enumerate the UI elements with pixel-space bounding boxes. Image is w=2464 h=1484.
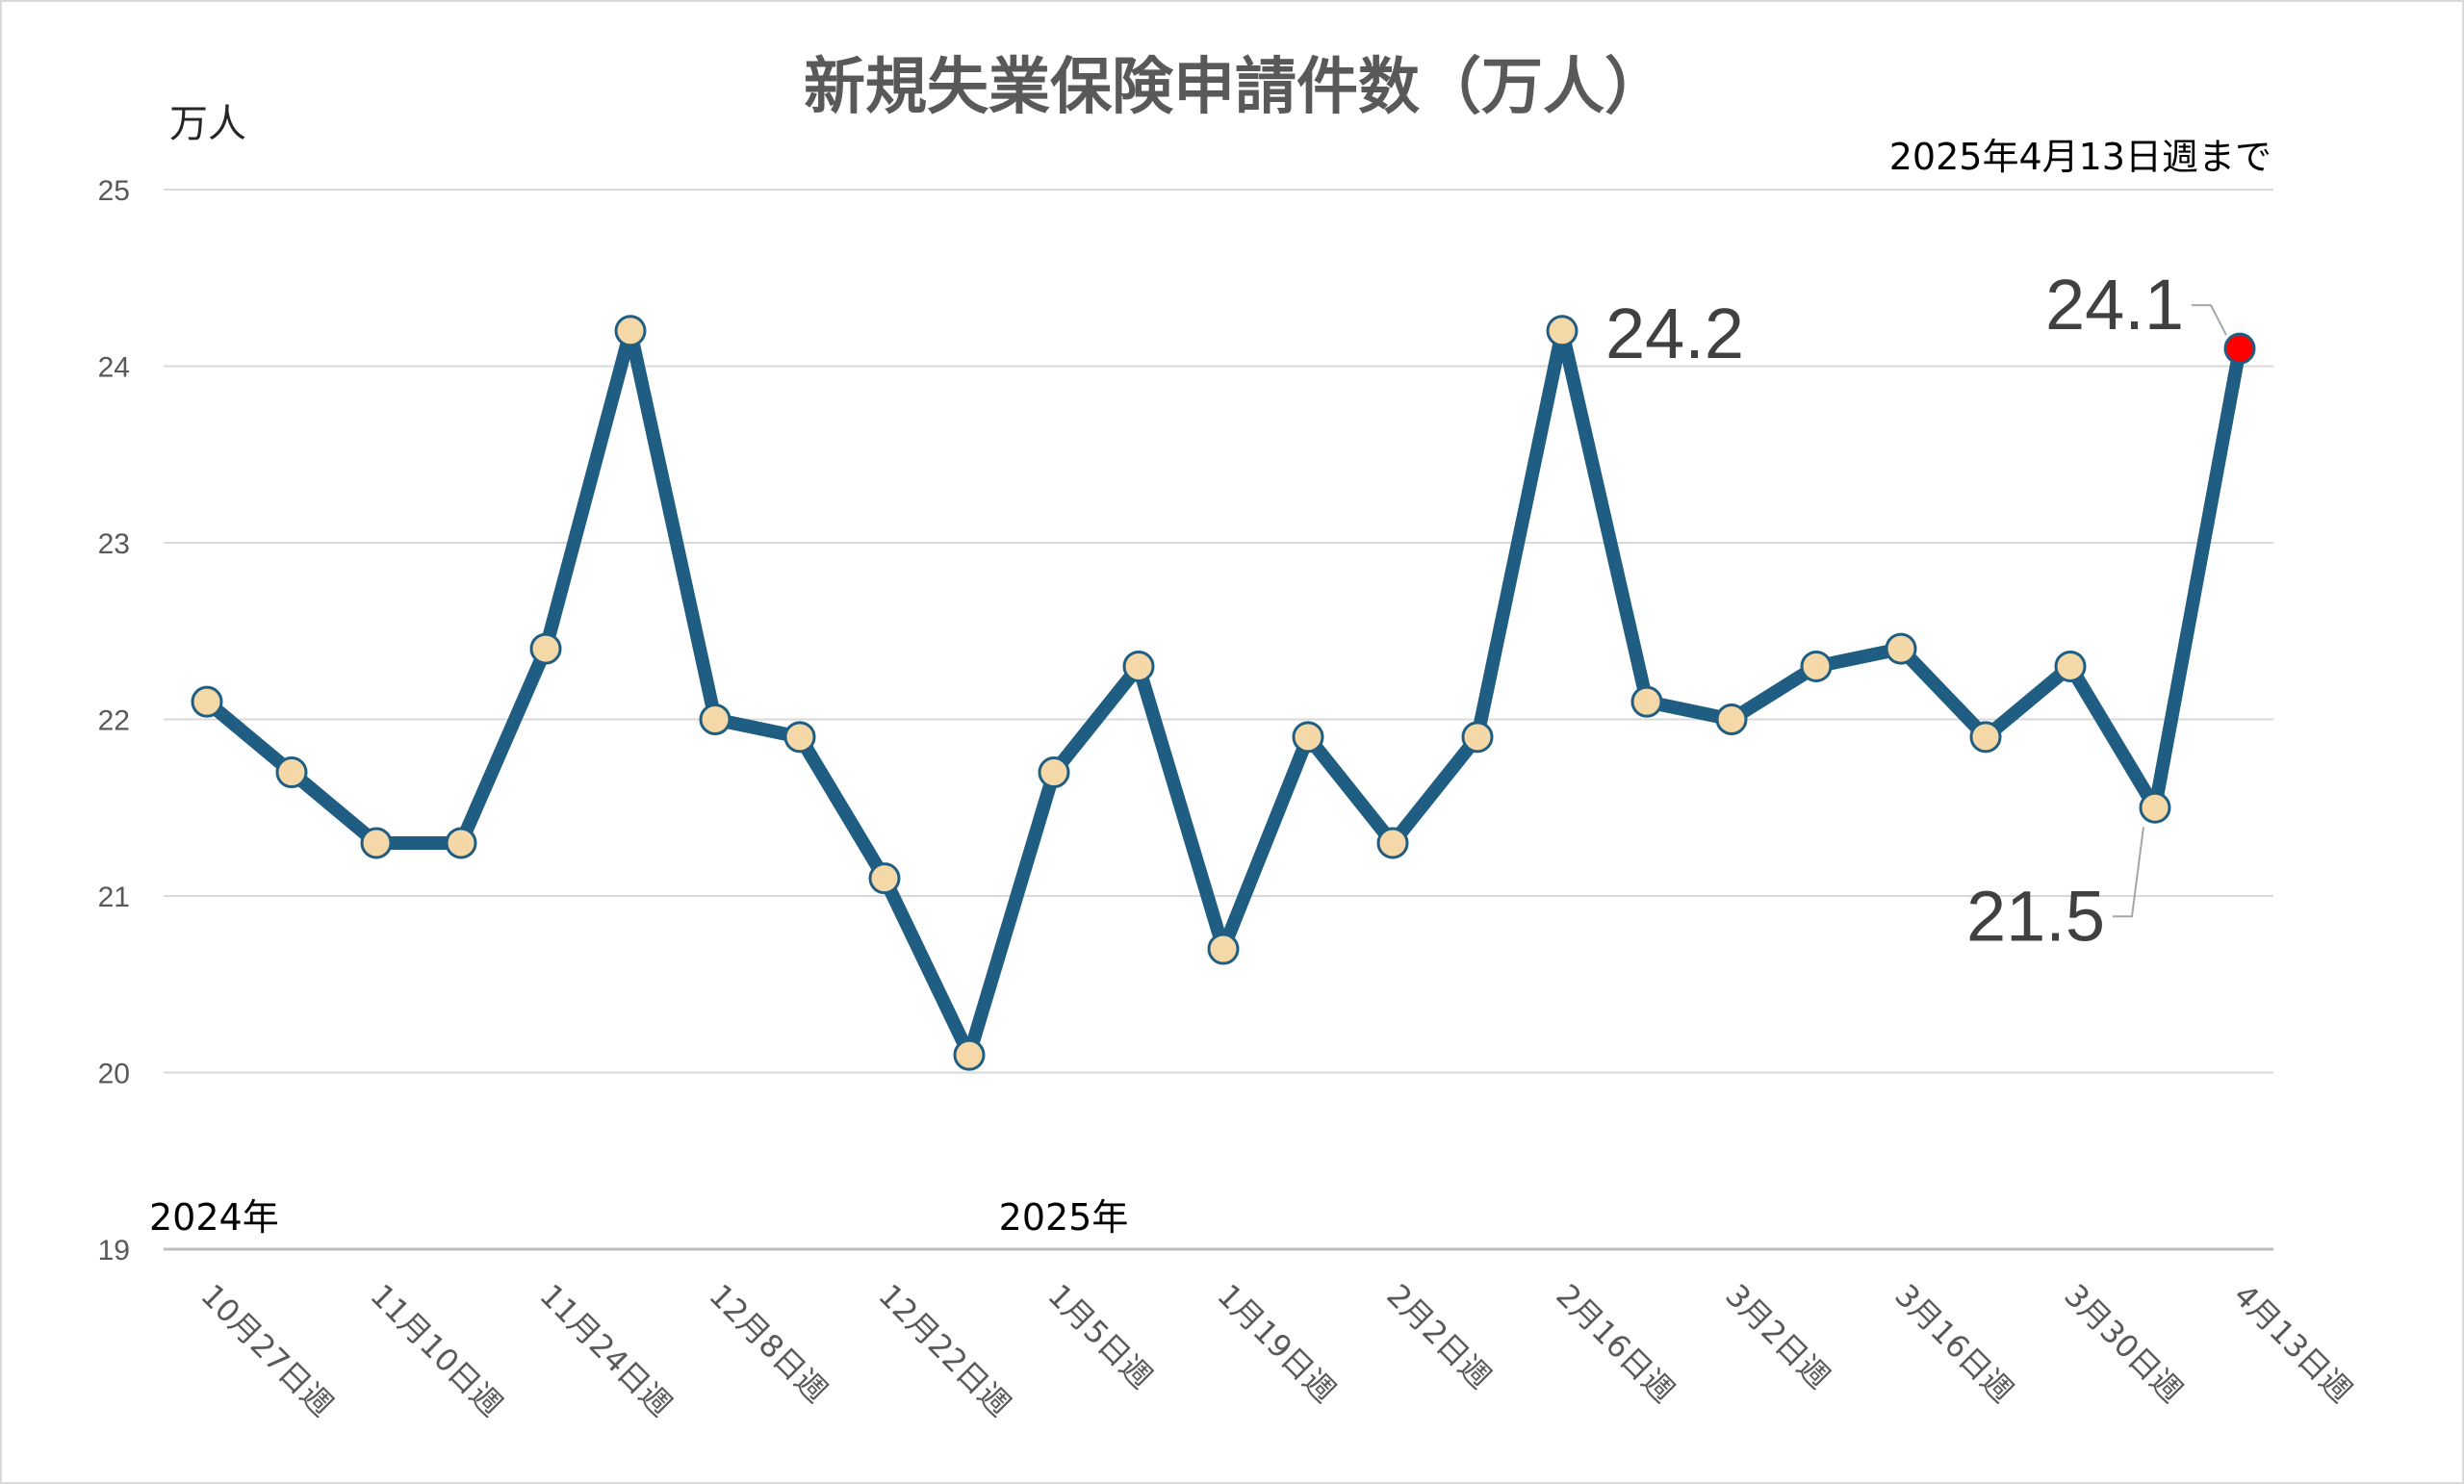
data-point (614, 315, 647, 347)
data-point (1800, 650, 1833, 682)
x-tick-label: 10月27日週 (193, 1277, 340, 1423)
data-point (1038, 756, 1070, 789)
annotation-label: 24.2 (1605, 294, 1744, 373)
data-point (1376, 827, 1409, 859)
year-label-2: 2025年 (999, 1196, 1129, 1239)
y-tick-21: 21 (98, 882, 130, 913)
chart-note: 2025年4月13日週まで (1889, 136, 2272, 178)
x-tick-label: 4月13日週 (2226, 1277, 2359, 1410)
x-tick-label: 12月8日週 (702, 1277, 834, 1410)
x-tick-label: 2月2日週 (1379, 1277, 1499, 1396)
data-point (953, 1038, 986, 1071)
data-point (2223, 332, 2256, 365)
year-labels: 2024年 2025年 (149, 1196, 1128, 1239)
data-point (1715, 704, 1748, 735)
year-label-1: 2024年 (149, 1196, 279, 1239)
y-tick-22: 22 (98, 705, 130, 737)
data-point (1630, 685, 1663, 718)
x-tick-label: 11月24日週 (532, 1277, 679, 1423)
x-tick-label: 12月22日週 (871, 1277, 1017, 1423)
y-tick-24: 24 (98, 352, 130, 384)
series-group (191, 315, 2256, 1071)
x-tick-label: 2月16日週 (1549, 1277, 1681, 1410)
data-point (191, 685, 223, 718)
data-point (1969, 721, 2002, 754)
x-tick-label: 11月10日週 (363, 1277, 509, 1423)
data-point (1885, 632, 1917, 665)
annotation-leader (2113, 827, 2144, 918)
annotation-label: 21.5 (1966, 876, 2105, 956)
data-point (783, 721, 816, 754)
data-point (699, 704, 732, 735)
data-point (868, 862, 901, 895)
annotation-label: 24.1 (2045, 265, 2184, 345)
data-point (1207, 933, 1240, 965)
data-point (529, 632, 562, 665)
data-point (360, 827, 393, 859)
y-tick-20: 20 (98, 1059, 130, 1090)
y-tick-labels: 19 20 21 22 23 24 25 (98, 175, 130, 1267)
x-tick-label: 3月2日週 (1718, 1277, 1837, 1396)
annotation-leader (2192, 304, 2227, 336)
data-point (445, 827, 477, 859)
x-tick-label: 1月5日週 (1040, 1277, 1160, 1396)
data-point (1292, 721, 1324, 754)
x-tick-label: 1月19日週 (1210, 1277, 1343, 1410)
x-tick-labels: 10月27日週 11月10日週 11月24日週 12月8日週 12月22日週 1月5日週 1… (193, 1277, 2359, 1423)
x-tick-label: 3月30日週 (2057, 1277, 2190, 1410)
x-tick-label: 3月16日週 (1887, 1277, 2020, 1410)
grid-lines (164, 189, 2273, 1251)
y-axis-unit: 万人 (169, 102, 246, 146)
y-tick-19: 19 (98, 1235, 130, 1267)
annotation-group: 24.2 21.5 24.1 (1605, 265, 2227, 956)
data-point (2139, 791, 2171, 824)
y-tick-23: 23 (98, 528, 130, 560)
chart-title: 新規失業保険申請件数（万人） (804, 52, 1666, 123)
data-point (1461, 721, 1494, 754)
data-point (1122, 650, 1155, 682)
data-point (1546, 315, 1578, 347)
y-tick-25: 25 (98, 175, 130, 207)
data-point (2054, 650, 2087, 682)
data-point (275, 756, 308, 789)
